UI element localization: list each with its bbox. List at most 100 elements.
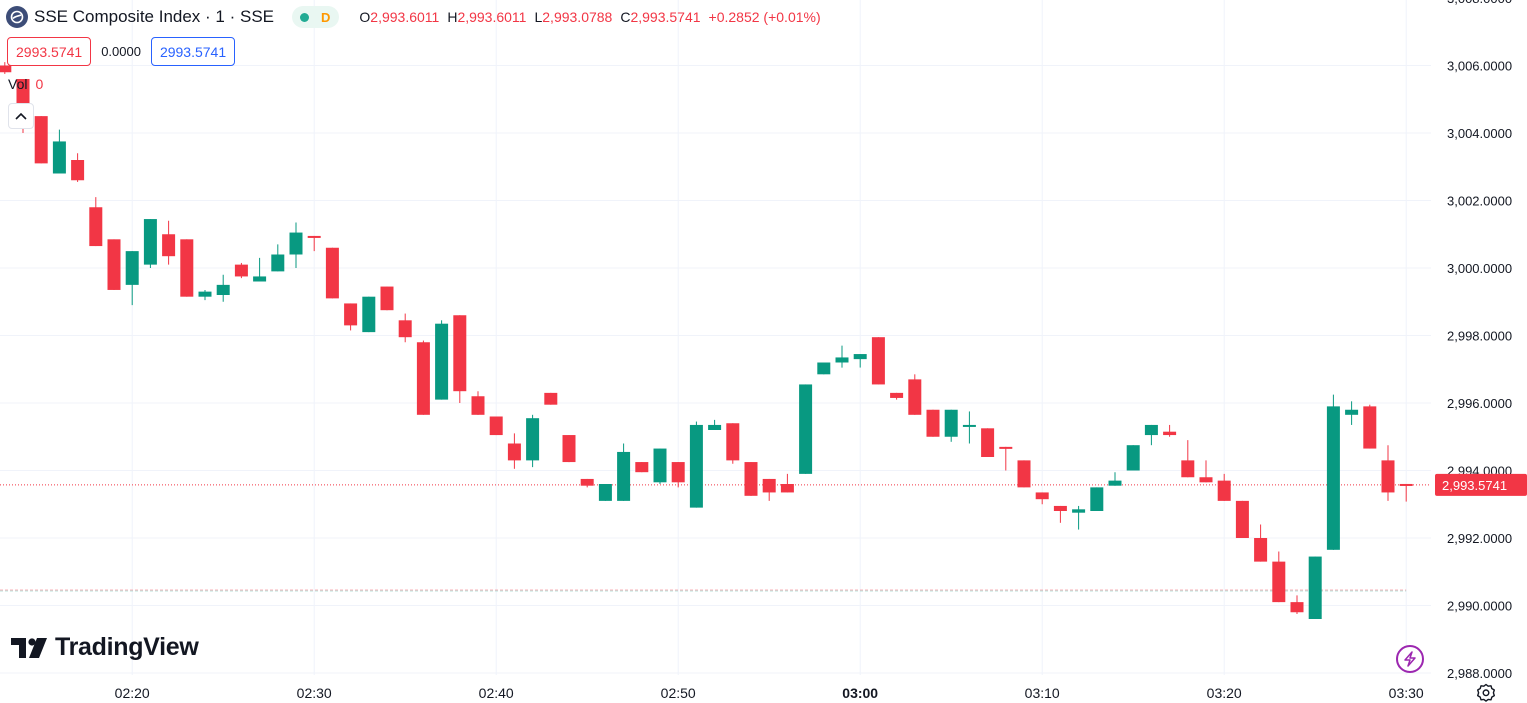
- candle-down: [1399, 483, 1413, 502]
- candle-body: [435, 323, 449, 400]
- candle-up: [1126, 445, 1140, 471]
- candle-body: [416, 342, 430, 415]
- candle-down: [380, 286, 394, 311]
- candle-body: [653, 448, 667, 483]
- candle-down: [671, 462, 685, 488]
- candle-body: [234, 264, 248, 277]
- candle-up: [799, 384, 813, 474]
- candle-up: [1090, 487, 1104, 511]
- candle-down: [489, 416, 503, 436]
- time-tick-label: 03:20: [1207, 685, 1242, 701]
- candle-up: [817, 362, 831, 375]
- candle-body: [799, 384, 813, 474]
- last-price-badge[interactable]: [1435, 473, 1527, 496]
- candle-body: [471, 396, 485, 415]
- candle-up: [944, 409, 958, 442]
- high-value: 2,993.6011: [457, 9, 527, 25]
- candle-down: [1181, 440, 1195, 478]
- candle-down: [780, 473, 794, 493]
- candle-body: [926, 409, 940, 437]
- candle-up: [526, 414, 540, 468]
- candle-body: [526, 418, 540, 461]
- candle-down: [453, 315, 467, 403]
- candle-body: [89, 207, 103, 247]
- volume-label[interactable]: Vol: [8, 76, 28, 92]
- candle-body: [962, 424, 976, 427]
- candle-down: [890, 392, 904, 400]
- candle-body: [1235, 500, 1249, 538]
- candle-body: [1326, 406, 1340, 550]
- candle-up: [253, 257, 267, 282]
- candle-up: [1144, 424, 1158, 446]
- candle-body: [999, 446, 1013, 449]
- candle-body: [817, 362, 831, 375]
- candle-down: [981, 428, 995, 457]
- time-tick-label: 03:00: [842, 685, 878, 701]
- price-tick-label: 3,006.0000: [1447, 59, 1512, 74]
- candle-body: [1290, 602, 1304, 613]
- candle-body: [562, 435, 576, 463]
- candle-body: [1272, 561, 1286, 603]
- candle-body: [1035, 492, 1049, 500]
- buy-button[interactable]: 2993.5741: [150, 37, 236, 66]
- candle-body: [344, 303, 358, 326]
- candle-body: [1053, 505, 1067, 511]
- candle-up: [962, 411, 976, 444]
- chart-settings-button[interactable]: [1474, 681, 1498, 703]
- last-price-label: 2,993.5741: [1442, 478, 1507, 493]
- candle-down: [635, 462, 649, 473]
- candle-body: [1345, 409, 1359, 415]
- candle-body: [1254, 538, 1268, 562]
- candle-up: [689, 421, 703, 508]
- close-value: 2,993.5741: [630, 9, 701, 25]
- candle-down: [744, 462, 758, 496]
- collapse-legend-button[interactable]: [8, 103, 34, 129]
- candle-down: [325, 247, 339, 299]
- candle-down: [1272, 551, 1286, 603]
- candle-body: [271, 254, 285, 272]
- candle-body: [1199, 477, 1213, 483]
- candle-body: [162, 234, 176, 257]
- sell-button[interactable]: 2993.5741: [7, 37, 92, 66]
- price-tick-label: 2,988.0000: [1447, 666, 1512, 681]
- time-tick-label: 03:30: [1389, 685, 1424, 701]
- high-label: H: [447, 9, 458, 25]
- candle-body: [125, 251, 139, 285]
- time-tick-label: 02:40: [479, 685, 514, 701]
- candle-body: [744, 462, 758, 496]
- candle-body: [671, 462, 685, 483]
- candle-body: [580, 478, 594, 486]
- candle-body: [544, 392, 558, 405]
- candle-body: [981, 428, 995, 457]
- candle-body: [198, 291, 212, 297]
- open-value: 2,993.6011: [370, 9, 440, 25]
- candle-up: [708, 419, 722, 430]
- candle-body: [780, 484, 794, 493]
- candle-down: [1381, 445, 1395, 501]
- exchange-logo-icon: [6, 6, 28, 28]
- candle-body: [253, 276, 267, 282]
- ohlc-values: O2,993.6011 H2,993.6011 L2,993.0788 C2,9…: [359, 9, 820, 25]
- candle-down: [580, 478, 594, 488]
- candle-down: [0, 62, 12, 74]
- low-label: L: [534, 9, 543, 25]
- candle-body: [762, 478, 776, 493]
- candle-body: [398, 320, 412, 338]
- symbol-title[interactable]: SSE Composite Index · 1 · SSE: [34, 7, 274, 26]
- candle-body: [1017, 460, 1031, 488]
- price-tick-label: 2,998.0000: [1447, 329, 1512, 344]
- low-value: 2,993.0788: [542, 9, 613, 25]
- candle-up: [853, 354, 867, 368]
- candle-up: [289, 222, 303, 268]
- candle-up: [216, 274, 230, 302]
- open-label: O: [359, 9, 371, 25]
- time-axis[interactable]: 02:20 02:30 02:40 02:50 03:00 03:10 03:20 03:30: [115, 685, 1424, 701]
- price-axis[interactable]: 3,008.0000 3,006.0000 3,004.0000 3,002.0000…: [1435, 0, 1527, 681]
- candle-body: [489, 416, 503, 436]
- candle-up: [653, 448, 667, 484]
- tradingview-logo[interactable]: TradingView: [11, 633, 199, 662]
- candle-body: [1072, 509, 1086, 513]
- market-status-badge[interactable]: D: [292, 6, 340, 28]
- quick-actions-button[interactable]: [1396, 645, 1424, 673]
